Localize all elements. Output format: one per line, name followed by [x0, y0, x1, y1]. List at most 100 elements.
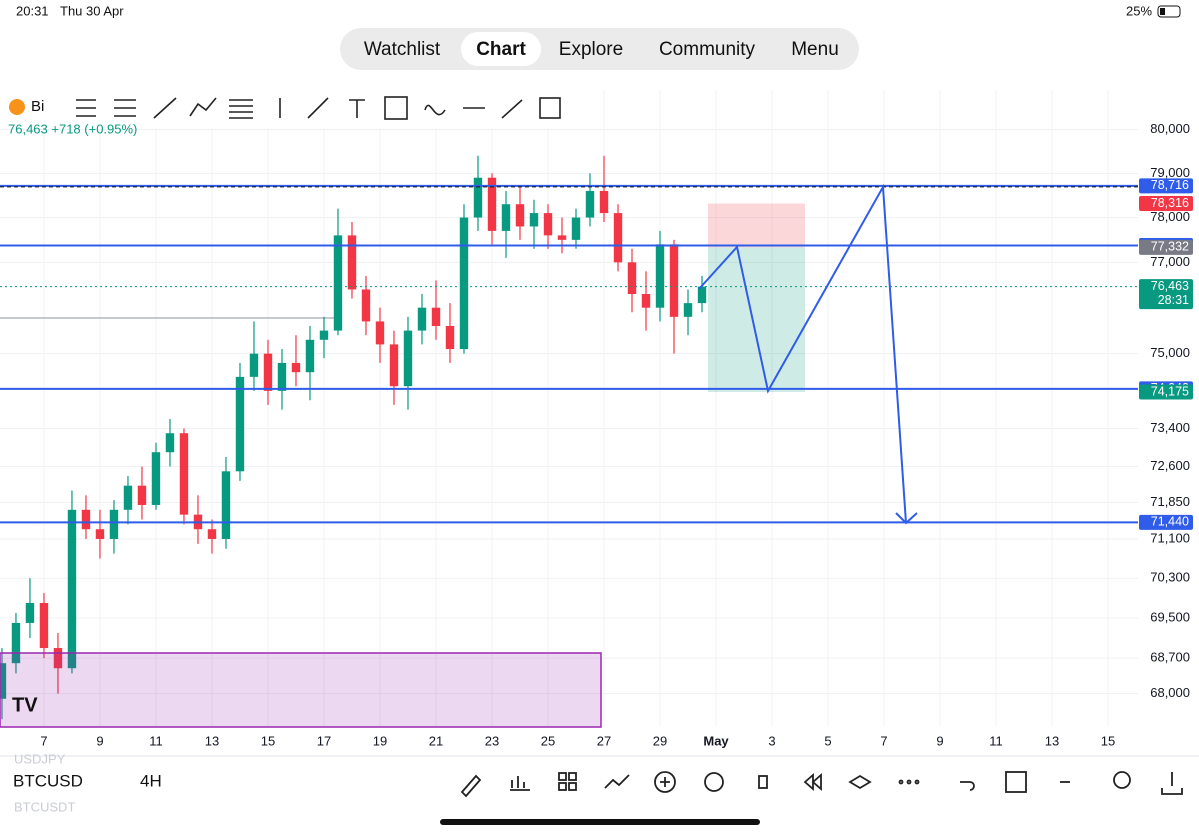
price-label-text: 71,440 [1151, 515, 1189, 529]
nav-tab[interactable]: Watchlist [364, 39, 441, 60]
nav-tab[interactable]: Menu [791, 39, 839, 60]
demand-zone [0, 652, 602, 728]
btc-icon [9, 99, 25, 115]
x-tick-label: 29 [653, 733, 667, 748]
stop-zone [708, 203, 805, 248]
candle-body [459, 217, 469, 350]
x-tick-label: 3 [768, 733, 775, 748]
y-tick-label: 68,000 [1150, 685, 1190, 700]
watermark: BTCUSDT [14, 799, 75, 814]
candle-body [109, 509, 119, 539]
candle-body [0, 663, 7, 699]
candle-body [655, 244, 665, 308]
candle-body [445, 325, 455, 350]
candle-body [403, 330, 413, 387]
candle-body [207, 529, 217, 539]
candle-body [67, 509, 77, 669]
x-tick-label: 17 [317, 733, 331, 748]
projection-path [698, 183, 907, 524]
price-label-text: 76,463 [1151, 279, 1189, 293]
x-tick-label: 5 [824, 733, 831, 748]
x-tick-label: 9 [936, 733, 943, 748]
price-label [1139, 196, 1193, 212]
y-tick-label: 71,100 [1150, 530, 1190, 545]
candle-body [81, 509, 91, 530]
candle-body [557, 235, 567, 240]
candle-body [501, 204, 511, 231]
bottom-tools[interactable] [460, 771, 1183, 798]
candle-body [389, 344, 399, 387]
legend-quote: 76,463 +718 (+0.95%) [8, 121, 137, 136]
status-date: Thu 30 Apr [60, 3, 124, 18]
candle-body [417, 307, 427, 331]
interval[interactable]: 4H [140, 771, 162, 790]
y-tick-label: 77,000 [1150, 254, 1190, 269]
y-tick-label: 72,600 [1150, 458, 1190, 473]
nav-tab[interactable]: Chart [476, 39, 526, 60]
x-tick-label: 27 [597, 733, 611, 748]
x-tick-label: 15 [1101, 733, 1115, 748]
candle-body [431, 307, 441, 326]
x-tick-label: May [703, 733, 729, 748]
candle-body [529, 213, 539, 227]
candle-body [571, 217, 581, 240]
x-tick-label: 11 [149, 733, 163, 748]
y-tick-label: 68,700 [1150, 650, 1190, 665]
legend-symbol: Bi [31, 98, 44, 115]
price-label-text: 78,716 [1151, 178, 1189, 192]
y-tick-label: 75,000 [1150, 345, 1190, 360]
candle-body [95, 529, 105, 539]
price-label-text: 78,316 [1151, 196, 1189, 210]
y-tick-label: 73,400 [1150, 420, 1190, 435]
candle-body [683, 303, 693, 317]
y-tick-label: 79,000 [1150, 165, 1190, 180]
symbol[interactable]: BTCUSD [13, 771, 83, 790]
price-label-text: 77,332 [1151, 240, 1189, 254]
price-label [1139, 514, 1193, 530]
battery-icon [1157, 5, 1181, 18]
tool-icons [76, 96, 561, 120]
candle-body [473, 177, 483, 218]
x-tick-label: 25 [541, 733, 555, 748]
status-time: 20:31 [16, 3, 49, 18]
home-indicator [440, 819, 760, 825]
countdown: 28:31 [1158, 293, 1189, 307]
candle-body [137, 485, 147, 505]
candle-body [319, 330, 329, 340]
y-tick-label: 71,850 [1150, 494, 1190, 509]
drawing-toolbar [0, 90, 572, 128]
x-tick-label: 7 [880, 733, 887, 748]
candle-body [613, 213, 623, 263]
candle-body [39, 603, 49, 649]
candle-body [697, 286, 707, 304]
candle-body [305, 339, 315, 373]
nav-tab[interactable]: Community [659, 39, 756, 60]
candle-body [123, 485, 133, 510]
y-tick-label: 70,300 [1150, 570, 1190, 585]
price-label-text: 74,175 [1151, 384, 1189, 398]
target-zone [708, 247, 805, 393]
x-tick-label: 21 [429, 733, 443, 748]
candle-body [333, 235, 343, 331]
x-tick-label: 15 [261, 733, 275, 748]
x-tick-label: 13 [205, 733, 219, 748]
candle-body [249, 353, 259, 377]
candle-body [543, 213, 553, 236]
candle-body [627, 262, 637, 295]
projection-arrow [895, 512, 918, 525]
candle-body [599, 190, 609, 214]
price-label [1139, 384, 1193, 400]
candle-body [515, 204, 525, 227]
battery: 25% [1126, 3, 1152, 18]
y-tick-label: 69,500 [1150, 609, 1190, 624]
nav-tab[interactable]: Explore [559, 39, 623, 60]
candle-body [585, 190, 595, 218]
candle-body [263, 353, 273, 391]
candle-body [25, 603, 35, 623]
candle-body [53, 648, 63, 669]
candle-body [291, 362, 301, 373]
candle-body [277, 362, 287, 391]
watermark: USDJPY [14, 751, 66, 766]
x-tick-label: 23 [485, 733, 499, 748]
